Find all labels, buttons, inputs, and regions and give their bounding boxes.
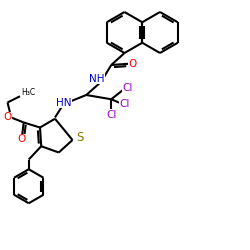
Text: Cl: Cl [122, 83, 133, 93]
Text: S: S [76, 131, 84, 144]
Text: O: O [18, 134, 26, 144]
Text: O: O [4, 112, 12, 122]
Text: Cl: Cl [106, 110, 117, 120]
Text: HN: HN [56, 98, 72, 108]
Text: NH: NH [88, 74, 104, 84]
Text: O: O [128, 59, 136, 69]
Text: H₃C: H₃C [22, 88, 36, 97]
Text: Cl: Cl [120, 99, 130, 109]
